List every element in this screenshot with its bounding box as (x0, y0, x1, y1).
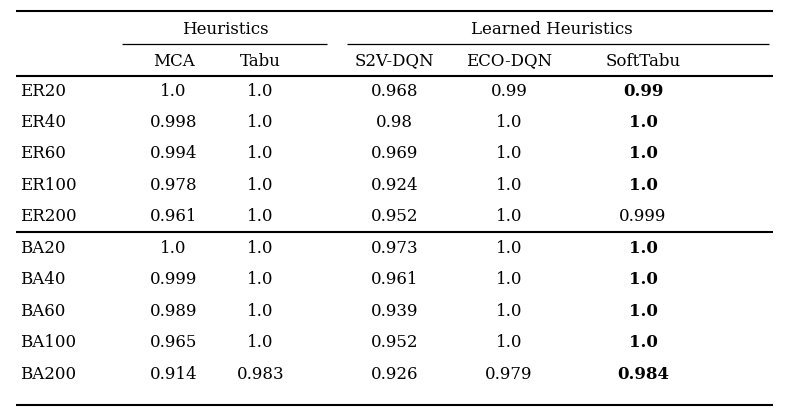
Text: 0.952: 0.952 (371, 208, 418, 225)
Text: ER40: ER40 (20, 114, 65, 131)
Text: S2V-DQN: S2V-DQN (355, 52, 434, 70)
Text: 1.0: 1.0 (629, 334, 657, 351)
Text: 0.983: 0.983 (237, 365, 284, 382)
Text: SoftTabu: SoftTabu (605, 52, 681, 70)
Text: 1.0: 1.0 (247, 302, 274, 319)
Text: 1.0: 1.0 (247, 82, 274, 99)
Text: 0.998: 0.998 (150, 114, 197, 131)
Text: 1.0: 1.0 (495, 114, 522, 131)
Text: 0.965: 0.965 (150, 334, 197, 351)
Text: 0.984: 0.984 (617, 365, 669, 382)
Text: 0.939: 0.939 (371, 302, 418, 319)
Text: 0.968: 0.968 (371, 82, 418, 99)
Text: 0.924: 0.924 (371, 177, 418, 193)
Text: 1.0: 1.0 (495, 145, 522, 162)
Text: 1.0: 1.0 (495, 271, 522, 288)
Text: 1.0: 1.0 (629, 302, 657, 319)
Text: 1.0: 1.0 (495, 302, 522, 319)
Text: 1.0: 1.0 (629, 271, 657, 288)
Text: Learned Heuristics: Learned Heuristics (471, 21, 634, 38)
Text: 1.0: 1.0 (629, 145, 657, 162)
Text: 1.0: 1.0 (247, 208, 274, 225)
Text: 1.0: 1.0 (495, 334, 522, 351)
Text: 0.961: 0.961 (150, 208, 197, 225)
Text: 0.952: 0.952 (371, 334, 418, 351)
Text: 1.0: 1.0 (629, 177, 657, 193)
Text: 0.999: 0.999 (619, 208, 667, 225)
Text: ER60: ER60 (20, 145, 65, 162)
Text: 0.978: 0.978 (150, 177, 197, 193)
Text: 0.98: 0.98 (376, 114, 413, 131)
Text: 0.989: 0.989 (150, 302, 197, 319)
Text: 1.0: 1.0 (247, 271, 274, 288)
Text: 1.0: 1.0 (247, 114, 274, 131)
Text: 1.0: 1.0 (629, 239, 657, 256)
Text: BA40: BA40 (20, 271, 65, 288)
Text: 1.0: 1.0 (629, 114, 657, 131)
Text: 0.969: 0.969 (371, 145, 418, 162)
Text: 0.99: 0.99 (623, 82, 664, 99)
Text: 1.0: 1.0 (495, 239, 522, 256)
Text: Heuristics: Heuristics (181, 21, 268, 38)
Text: 0.99: 0.99 (491, 82, 527, 99)
Text: ER20: ER20 (20, 82, 65, 99)
Text: ER100: ER100 (20, 177, 77, 193)
Text: 1.0: 1.0 (160, 82, 187, 99)
Text: ECO-DQN: ECO-DQN (466, 52, 552, 70)
Text: BA60: BA60 (20, 302, 65, 319)
Text: 0.926: 0.926 (371, 365, 418, 382)
Text: 1.0: 1.0 (247, 239, 274, 256)
Text: 1.0: 1.0 (247, 177, 274, 193)
Text: 1.0: 1.0 (247, 145, 274, 162)
Text: 1.0: 1.0 (495, 177, 522, 193)
Text: 0.979: 0.979 (485, 365, 533, 382)
Text: BA100: BA100 (20, 334, 76, 351)
Text: BA20: BA20 (20, 239, 65, 256)
Text: 0.999: 0.999 (150, 271, 197, 288)
Text: ER200: ER200 (20, 208, 77, 225)
Text: 1.0: 1.0 (495, 208, 522, 225)
Text: 1.0: 1.0 (247, 334, 274, 351)
Text: 0.994: 0.994 (150, 145, 197, 162)
Text: 0.914: 0.914 (150, 365, 197, 382)
Text: MCA: MCA (153, 52, 194, 70)
Text: BA200: BA200 (20, 365, 76, 382)
Text: Tabu: Tabu (240, 52, 281, 70)
Text: 0.973: 0.973 (371, 239, 418, 256)
Text: 0.961: 0.961 (371, 271, 418, 288)
Text: 1.0: 1.0 (160, 239, 187, 256)
